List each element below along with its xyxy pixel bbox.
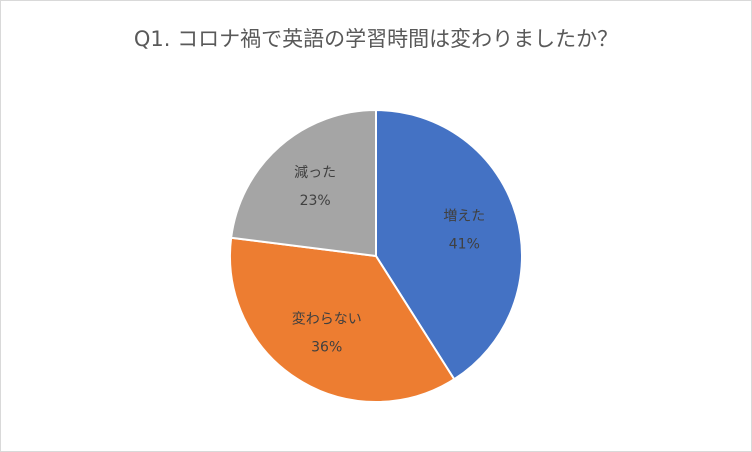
slice-category-label: 変わらない [292, 311, 362, 328]
slice-value-label: 41% [449, 236, 480, 252]
slice-value-label: 36% [311, 340, 342, 356]
pie-slice [230, 108, 377, 258]
slice-value-label: 23% [300, 193, 331, 209]
slice-category-label: 減った [294, 164, 336, 181]
slice-category-label: 増えた [443, 208, 485, 224]
chart-title: Q1. コロナ禍で英語の学習時間は変わりましたか？ [134, 27, 618, 51]
pie-slice [229, 236, 456, 403]
